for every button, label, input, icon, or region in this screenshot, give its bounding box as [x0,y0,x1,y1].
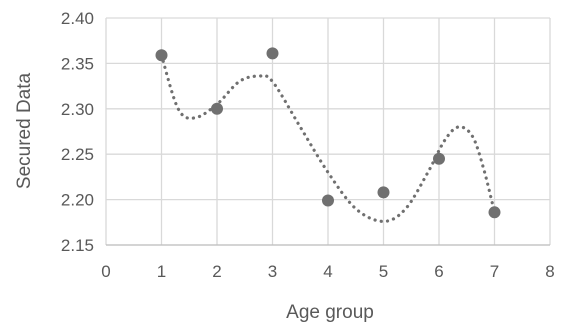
x-tick-label: 4 [323,262,332,281]
x-tick-label: 0 [101,262,110,281]
y-tick-label: 2.40 [61,9,94,28]
data-points [155,47,501,219]
y-tick-label: 2.30 [61,100,94,119]
x-tick-label: 8 [545,262,554,281]
x-tick-label: 1 [157,262,166,281]
data-point [266,47,279,60]
data-point [322,194,334,207]
data-point [433,152,445,165]
x-tick-label: 3 [268,262,277,281]
data-point [377,186,390,199]
grid-lines [105,17,551,246]
x-axis-title: Age group [286,302,374,323]
y-tick-label: 2.25 [61,145,94,164]
x-tick-label: 7 [490,262,499,281]
x-tick-label: 6 [434,262,443,281]
x-tick-label: 5 [379,262,388,281]
tick-labels: 2.15 2.20 2.25 2.30 2.35 2.40 0 1 2 3 4 5 6 7 8 [61,9,555,281]
data-point [488,206,501,219]
y-tick-label: 2.15 [61,236,94,255]
y-tick-label: 2.35 [61,54,94,73]
data-point [155,49,168,62]
y-tick-label: 2.20 [61,191,94,210]
y-axis-title: Secured Data [14,72,35,189]
x-tick-label: 2 [212,262,221,281]
data-point [211,102,223,115]
